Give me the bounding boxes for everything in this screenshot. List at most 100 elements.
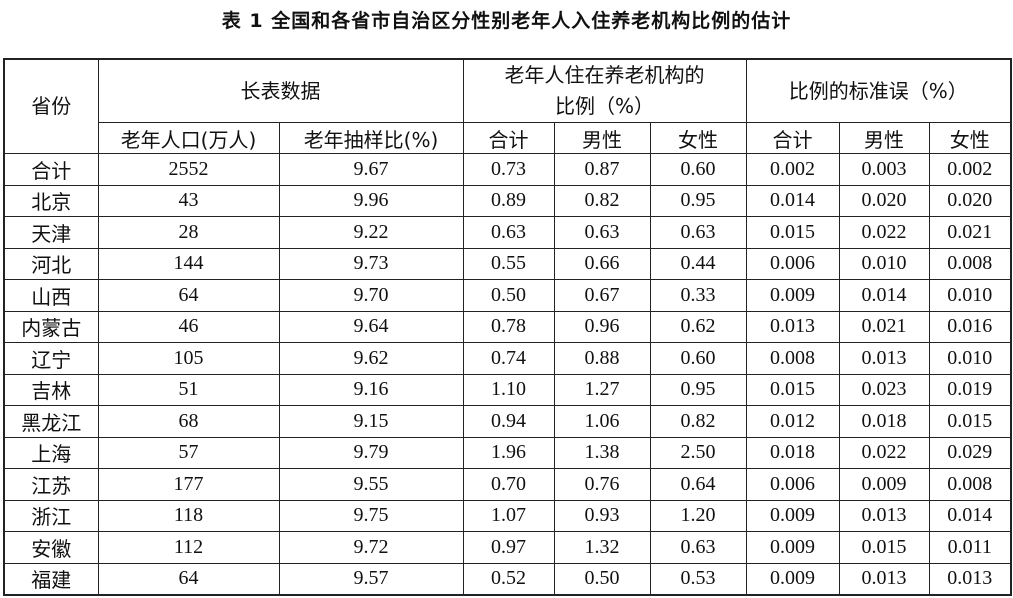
value-cell: 0.013 (928, 562, 1012, 596)
data-table: 省份 长表数据 老年人住在养老机构的比例（%） 比例的标准误（%） 老年人口(万… (3, 58, 1012, 596)
province-cell: 安徽 (3, 531, 99, 564)
value-cell: 1.10 (462, 373, 555, 406)
value-cell: 112 (97, 531, 280, 564)
header-cell: 省份 (3, 58, 99, 154)
value-cell: 1.07 (462, 499, 555, 532)
table-row: 吉林 51 9.16 1.10 1.27 0.95 0.015 0.023 0.019 (3, 373, 1012, 406)
value-cell: 0.006 (745, 247, 840, 280)
value-cell: 9.70 (278, 279, 464, 312)
value-cell: 1.20 (649, 499, 747, 532)
value-cell: 0.88 (553, 342, 651, 375)
value-cell: 0.009 (745, 562, 840, 596)
value-cell: 9.79 (278, 436, 464, 469)
value-cell: 0.019 (928, 373, 1012, 406)
value-cell: 0.013 (838, 499, 930, 532)
value-cell: 0.015 (838, 531, 930, 564)
header-cell: 比例的标准误（%） (745, 58, 1012, 123)
value-cell: 144 (97, 247, 280, 280)
value-cell: 0.94 (462, 405, 555, 438)
table-row: 河北 144 9.73 0.55 0.66 0.44 0.006 0.010 0.008 (3, 247, 1012, 280)
value-cell: 0.73 (462, 153, 555, 186)
table-row: 山西 64 9.70 0.50 0.67 0.33 0.009 0.014 0.010 (3, 279, 1012, 312)
value-cell: 9.55 (278, 468, 464, 501)
table-row: 辽宁 105 9.62 0.74 0.88 0.60 0.008 0.013 0.010 (3, 342, 1012, 375)
value-cell: 0.63 (462, 216, 555, 249)
table-row: 黑龙江 68 9.15 0.94 1.06 0.82 0.012 0.018 0.015 (3, 405, 1012, 438)
value-cell: 0.44 (649, 247, 747, 280)
header-cell: 老年人住在养老机构的比例（%） (462, 58, 747, 123)
value-cell: 0.018 (745, 436, 840, 469)
value-cell: 9.72 (278, 531, 464, 564)
value-cell: 9.16 (278, 373, 464, 406)
value-cell: 0.023 (838, 373, 930, 406)
value-cell: 0.012 (745, 405, 840, 438)
value-cell: 0.78 (462, 310, 555, 343)
province-cell: 河北 (3, 247, 99, 280)
value-cell: 0.013 (838, 342, 930, 375)
table-row: 天津 28 9.22 0.63 0.63 0.63 0.015 0.022 0.021 (3, 216, 1012, 249)
value-cell: 0.029 (928, 436, 1012, 469)
value-cell: 0.50 (553, 562, 651, 596)
province-cell: 黑龙江 (3, 405, 99, 438)
value-cell: 0.011 (928, 531, 1012, 564)
province-cell: 北京 (3, 184, 99, 217)
value-cell: 0.66 (553, 247, 651, 280)
value-cell: 0.015 (928, 405, 1012, 438)
value-cell: 0.60 (649, 153, 747, 186)
value-cell: 0.020 (838, 184, 930, 217)
value-cell: 177 (97, 468, 280, 501)
value-cell: 2552 (97, 153, 280, 186)
value-cell: 0.010 (928, 342, 1012, 375)
value-cell: 0.52 (462, 562, 555, 596)
header-cell: 老年人口(万人) (97, 122, 280, 154)
value-cell: 0.74 (462, 342, 555, 375)
value-cell: 0.95 (649, 184, 747, 217)
value-cell: 0.015 (745, 216, 840, 249)
value-cell: 0.010 (928, 279, 1012, 312)
value-cell: 0.33 (649, 279, 747, 312)
value-cell: 9.57 (278, 562, 464, 596)
header-cell: 女性 (928, 122, 1012, 154)
value-cell: 9.15 (278, 405, 464, 438)
province-cell: 山西 (3, 279, 99, 312)
value-cell: 1.32 (553, 531, 651, 564)
header-cell: 老年抽样比(%) (278, 122, 464, 154)
table-row: 北京 43 9.96 0.89 0.82 0.95 0.014 0.020 0.020 (3, 184, 1012, 217)
value-cell: 68 (97, 405, 280, 438)
value-cell: 1.06 (553, 405, 651, 438)
value-cell: 0.89 (462, 184, 555, 217)
province-cell: 辽宁 (3, 342, 99, 375)
value-cell: 0.016 (928, 310, 1012, 343)
value-cell: 0.022 (838, 436, 930, 469)
value-cell: 105 (97, 342, 280, 375)
value-cell: 0.63 (649, 216, 747, 249)
table-row: 安徽 112 9.72 0.97 1.32 0.63 0.009 0.015 0.011 (3, 531, 1012, 564)
value-cell: 0.020 (928, 184, 1012, 217)
value-cell: 0.010 (838, 247, 930, 280)
value-cell: 0.62 (649, 310, 747, 343)
header-cell: 男性 (553, 122, 651, 154)
value-cell: 0.002 (928, 153, 1012, 186)
value-cell: 1.96 (462, 436, 555, 469)
value-cell: 0.76 (553, 468, 651, 501)
value-cell: 9.62 (278, 342, 464, 375)
table-row: 上海 57 9.79 1.96 1.38 2.50 0.018 0.022 0.029 (3, 436, 1012, 469)
value-cell: 0.009 (745, 499, 840, 532)
value-cell: 0.015 (745, 373, 840, 406)
header-cell: 长表数据 (97, 58, 464, 123)
value-cell: 0.67 (553, 279, 651, 312)
value-cell: 0.63 (553, 216, 651, 249)
value-cell: 0.013 (745, 310, 840, 343)
table-row: 浙江 118 9.75 1.07 0.93 1.20 0.009 0.013 0.014 (3, 499, 1012, 532)
value-cell: 0.014 (838, 279, 930, 312)
value-cell: 0.021 (838, 310, 930, 343)
value-cell: 43 (97, 184, 280, 217)
value-cell: 0.008 (745, 342, 840, 375)
value-cell: 64 (97, 562, 280, 596)
value-cell: 0.021 (928, 216, 1012, 249)
value-cell: 57 (97, 436, 280, 469)
value-cell: 51 (97, 373, 280, 406)
province-cell: 上海 (3, 436, 99, 469)
value-cell: 0.50 (462, 279, 555, 312)
